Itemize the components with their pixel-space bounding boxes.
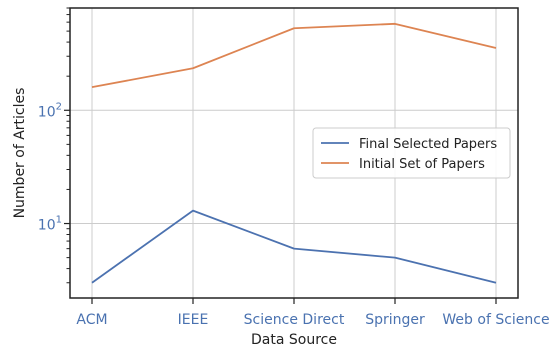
x-axis-label: Data Source [251, 332, 337, 348]
series-line [91, 22, 497, 89]
x-tick-label: Science Direct [244, 312, 345, 328]
y-tick-label: 102 [38, 101, 62, 120]
x-tick-label: IEEE [178, 312, 209, 328]
x-tick-label: Web of Science [442, 312, 549, 328]
major-ticks [64, 109, 497, 304]
series-lines [91, 22, 497, 284]
x-tick-label: Springer [365, 312, 425, 328]
x-tick-label: ACM [76, 312, 107, 328]
legend-box [312, 127, 511, 179]
y-axis-label: Number of Articles [12, 88, 28, 219]
y-tick-labels: 101 102 [38, 101, 62, 233]
x-tick-labels: ACM IEEE Science Direct Springer Web of Scie… [76, 312, 549, 328]
legend-label: Initial Set of Papers [359, 157, 485, 172]
y-tick-label: 101 [38, 215, 62, 234]
legend: Final Selected Papers Initial Set of Pape… [312, 127, 511, 179]
series-line [91, 209, 497, 284]
plot-frame [69, 7, 519, 299]
legend-label: Final Selected Papers [359, 137, 497, 152]
